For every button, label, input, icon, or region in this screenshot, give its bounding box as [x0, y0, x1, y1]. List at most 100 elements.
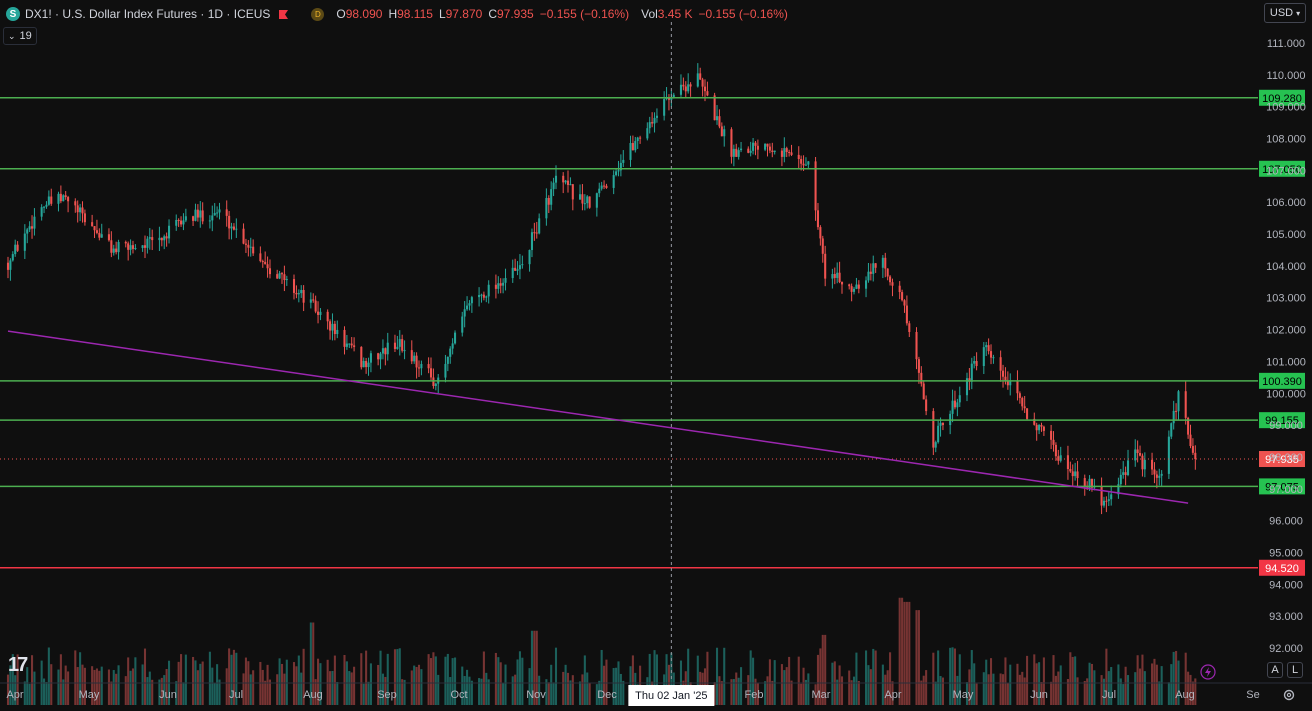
candle-body — [461, 316, 464, 333]
candle-body — [280, 273, 284, 275]
candle-body — [550, 189, 553, 205]
candle-body — [566, 180, 570, 185]
candle-body — [331, 323, 334, 331]
candle-body — [47, 196, 50, 205]
candle-body — [528, 250, 531, 265]
candle-body — [225, 209, 228, 216]
level-label: 100.390 — [1262, 376, 1302, 388]
candle-body — [110, 240, 113, 253]
level-label: 97.075 — [1265, 481, 1299, 493]
volume-bar — [129, 670, 132, 705]
tradingview-logo-icon[interactable]: 17 — [8, 654, 28, 676]
volume-bar — [143, 648, 147, 705]
volume-bar — [470, 680, 473, 705]
volume-bar — [158, 679, 161, 705]
level-label-bg — [1259, 160, 1305, 177]
symbol-logo[interactable]: S — [6, 7, 20, 21]
candle-body — [547, 197, 550, 205]
volume-bar — [566, 672, 570, 705]
candle-body — [11, 254, 14, 261]
candle-body — [343, 329, 346, 347]
volume-bar — [1059, 665, 1062, 705]
volume-bar — [934, 681, 937, 705]
volume-bar — [1093, 670, 1096, 705]
candle-body — [242, 228, 245, 244]
volume-bar — [499, 662, 502, 705]
volume-bar — [547, 682, 550, 705]
time-tick-label: May — [953, 689, 974, 701]
volume-bar — [429, 658, 433, 705]
candle-body — [768, 146, 771, 151]
candle-body — [81, 207, 84, 214]
volume-bar — [302, 648, 305, 705]
volume-bar — [141, 664, 144, 705]
symbol-title[interactable]: DX1! · U.S. Dollar Index Futures · 1D · … — [25, 7, 271, 21]
volume-bar — [836, 679, 839, 705]
candle-body — [43, 206, 46, 208]
candle-body — [737, 150, 740, 157]
level-label-bg — [1259, 89, 1305, 106]
candle-body — [783, 148, 786, 157]
candle-body — [1021, 397, 1024, 407]
volume-bar — [768, 659, 771, 705]
time-tick-label: May — [79, 689, 100, 701]
time-tick-label: Jul — [1102, 689, 1116, 701]
indicators-toggle[interactable]: ⌄ 19 — [3, 27, 37, 45]
volume-bar — [62, 679, 65, 705]
volume-bar — [1004, 657, 1007, 705]
volume-bar — [33, 671, 36, 705]
candle-body — [107, 234, 110, 241]
volume-bar — [535, 630, 538, 705]
volume-bar — [840, 676, 844, 705]
candle-body — [454, 332, 457, 344]
candle-body — [816, 210, 820, 228]
time-tick-label: Apr — [884, 689, 901, 701]
candle-body — [131, 245, 135, 249]
price-tick-label: 98.000 — [1269, 452, 1303, 464]
volume-bar — [1119, 678, 1122, 705]
delay-badge[interactable]: D — [311, 7, 325, 21]
volume-bar — [754, 678, 757, 705]
volume-bar — [953, 648, 957, 705]
candle-body — [951, 400, 954, 414]
currency-button[interactable]: USD ▾ — [1264, 3, 1306, 23]
flag-icon[interactable] — [278, 9, 289, 20]
candle-body — [124, 241, 127, 244]
candle-body — [516, 269, 519, 271]
level-label-bg — [1259, 412, 1305, 429]
close-value: 97.935 — [497, 7, 534, 21]
volume-bar — [59, 654, 62, 705]
volume-bar — [1100, 675, 1103, 705]
candle-body — [194, 209, 197, 221]
volume-bar — [192, 656, 195, 705]
volume-bar — [999, 673, 1002, 705]
lightning-icon[interactable] — [1200, 664, 1216, 680]
candle-body — [403, 350, 406, 352]
price-tick-label: 96.000 — [1269, 516, 1303, 528]
volume-bar — [821, 634, 824, 705]
candle-body — [268, 268, 272, 275]
low-label: L — [438, 7, 446, 21]
candle-body — [494, 284, 497, 289]
candle-body — [218, 209, 221, 213]
candle-body — [788, 152, 791, 154]
candle-body — [350, 343, 353, 346]
candle-body — [723, 129, 726, 137]
log-scale-button[interactable]: L — [1287, 662, 1303, 678]
volume-bar — [326, 659, 329, 705]
candle-body — [545, 197, 548, 219]
candle-body — [180, 220, 183, 225]
gear-icon[interactable] — [1282, 688, 1296, 702]
volume-bar — [454, 657, 457, 705]
candle-body — [1083, 478, 1086, 488]
volume-bar — [91, 666, 94, 705]
candle-body — [1071, 471, 1074, 477]
volume-bar — [312, 622, 315, 705]
volume-bar — [715, 647, 719, 705]
auto-scale-button[interactable]: A — [1267, 662, 1283, 678]
candle-body — [285, 279, 288, 281]
candle-body — [309, 299, 312, 303]
volume-bar — [1167, 682, 1170, 705]
candle-body — [756, 145, 759, 150]
